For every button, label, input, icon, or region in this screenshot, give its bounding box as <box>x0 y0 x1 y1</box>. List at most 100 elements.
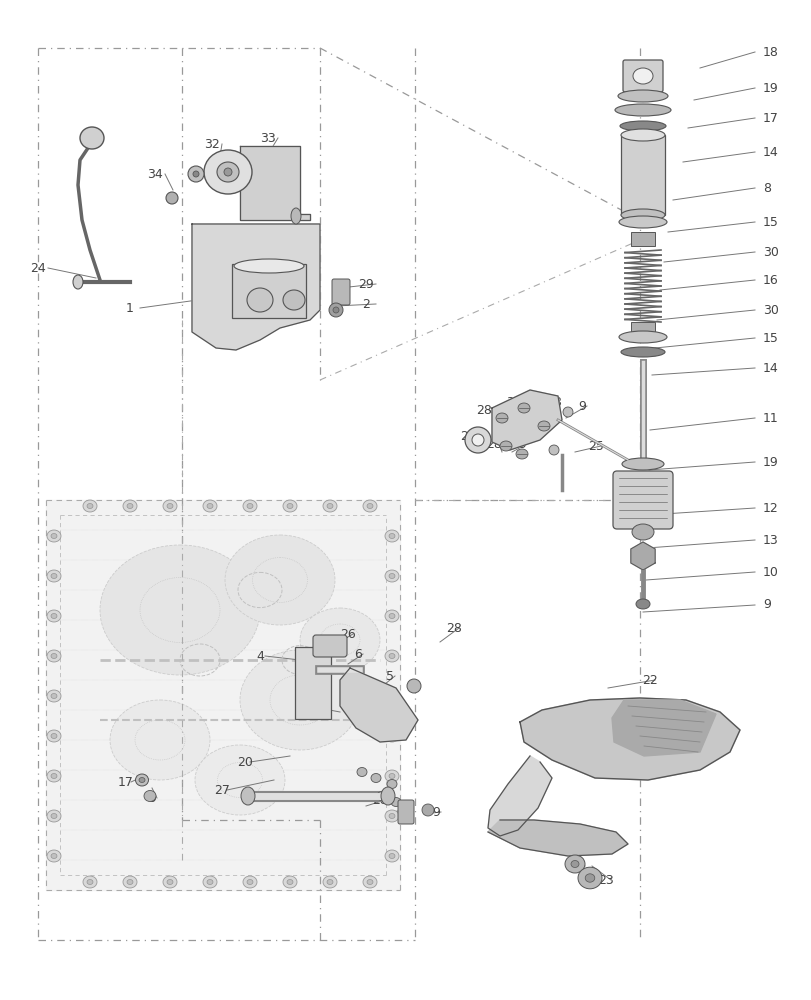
Text: 22: 22 <box>642 674 657 686</box>
Ellipse shape <box>422 804 433 816</box>
FancyBboxPatch shape <box>622 60 663 92</box>
FancyBboxPatch shape <box>294 647 331 719</box>
Ellipse shape <box>51 734 57 738</box>
Text: 21: 21 <box>460 430 475 442</box>
Ellipse shape <box>247 288 272 312</box>
Polygon shape <box>630 542 654 570</box>
Ellipse shape <box>471 434 483 446</box>
Ellipse shape <box>286 504 293 508</box>
Ellipse shape <box>388 654 394 658</box>
Text: 34: 34 <box>147 167 163 180</box>
Ellipse shape <box>51 534 57 538</box>
Ellipse shape <box>195 745 285 815</box>
Ellipse shape <box>135 774 148 786</box>
Ellipse shape <box>387 780 397 788</box>
Ellipse shape <box>87 504 93 508</box>
Polygon shape <box>191 224 320 350</box>
Ellipse shape <box>388 694 394 698</box>
Text: 9: 9 <box>577 399 586 412</box>
Ellipse shape <box>225 535 335 625</box>
Text: 5: 5 <box>310 702 318 714</box>
Ellipse shape <box>328 303 342 317</box>
Ellipse shape <box>384 530 398 542</box>
Ellipse shape <box>242 500 257 512</box>
Text: 1: 1 <box>126 302 134 314</box>
Ellipse shape <box>100 545 260 675</box>
Ellipse shape <box>167 504 173 508</box>
Text: 18: 18 <box>762 45 778 58</box>
Ellipse shape <box>47 570 61 582</box>
Ellipse shape <box>585 874 594 882</box>
Ellipse shape <box>562 407 573 417</box>
Ellipse shape <box>204 150 251 194</box>
Ellipse shape <box>388 734 394 738</box>
Ellipse shape <box>376 792 387 800</box>
Text: 3: 3 <box>505 395 513 408</box>
Text: 14: 14 <box>762 361 778 374</box>
Ellipse shape <box>367 880 372 884</box>
Text: 28: 28 <box>545 395 561 408</box>
Ellipse shape <box>465 427 491 453</box>
Ellipse shape <box>388 814 394 818</box>
Ellipse shape <box>127 504 133 508</box>
Ellipse shape <box>564 855 584 873</box>
Text: 4: 4 <box>255 650 264 662</box>
Ellipse shape <box>51 774 57 778</box>
Ellipse shape <box>496 413 508 423</box>
Ellipse shape <box>47 770 61 782</box>
Ellipse shape <box>384 690 398 702</box>
Ellipse shape <box>144 790 156 802</box>
FancyBboxPatch shape <box>232 264 306 318</box>
Ellipse shape <box>203 500 217 512</box>
Ellipse shape <box>384 770 398 782</box>
Ellipse shape <box>47 730 61 742</box>
Ellipse shape <box>167 880 173 884</box>
Ellipse shape <box>283 500 297 512</box>
Ellipse shape <box>241 787 255 805</box>
Ellipse shape <box>388 613 394 618</box>
Ellipse shape <box>87 880 93 884</box>
Text: 23: 23 <box>598 874 613 886</box>
Ellipse shape <box>384 810 398 822</box>
Ellipse shape <box>388 534 394 538</box>
Text: 26: 26 <box>340 628 355 641</box>
Ellipse shape <box>203 876 217 888</box>
Ellipse shape <box>47 850 61 862</box>
Ellipse shape <box>51 854 57 858</box>
Ellipse shape <box>384 610 398 622</box>
Text: 30: 30 <box>762 245 778 258</box>
Text: 20: 20 <box>237 756 252 768</box>
Ellipse shape <box>207 880 212 884</box>
Ellipse shape <box>363 876 376 888</box>
Text: 5: 5 <box>285 184 294 196</box>
Ellipse shape <box>283 290 305 310</box>
Text: 12: 12 <box>762 502 778 514</box>
Text: 11: 11 <box>762 412 778 424</box>
Ellipse shape <box>617 90 667 102</box>
Polygon shape <box>340 668 418 742</box>
Ellipse shape <box>323 876 337 888</box>
Ellipse shape <box>51 694 57 698</box>
Text: 27: 27 <box>214 784 230 796</box>
Ellipse shape <box>83 500 97 512</box>
Ellipse shape <box>234 259 303 273</box>
Text: 30: 30 <box>762 304 778 316</box>
Ellipse shape <box>515 449 527 459</box>
Ellipse shape <box>247 504 253 508</box>
Text: 6: 6 <box>354 648 362 660</box>
Polygon shape <box>611 700 715 756</box>
Text: 13: 13 <box>762 534 778 546</box>
Ellipse shape <box>163 500 177 512</box>
Ellipse shape <box>384 850 398 862</box>
Ellipse shape <box>47 610 61 622</box>
Ellipse shape <box>327 504 333 508</box>
Ellipse shape <box>47 530 61 542</box>
Ellipse shape <box>299 608 380 672</box>
Ellipse shape <box>384 730 398 742</box>
Text: 28: 28 <box>486 438 501 450</box>
Ellipse shape <box>384 570 398 582</box>
Ellipse shape <box>51 654 57 658</box>
Ellipse shape <box>47 810 61 822</box>
FancyBboxPatch shape <box>630 232 654 246</box>
Text: 29: 29 <box>358 277 373 290</box>
